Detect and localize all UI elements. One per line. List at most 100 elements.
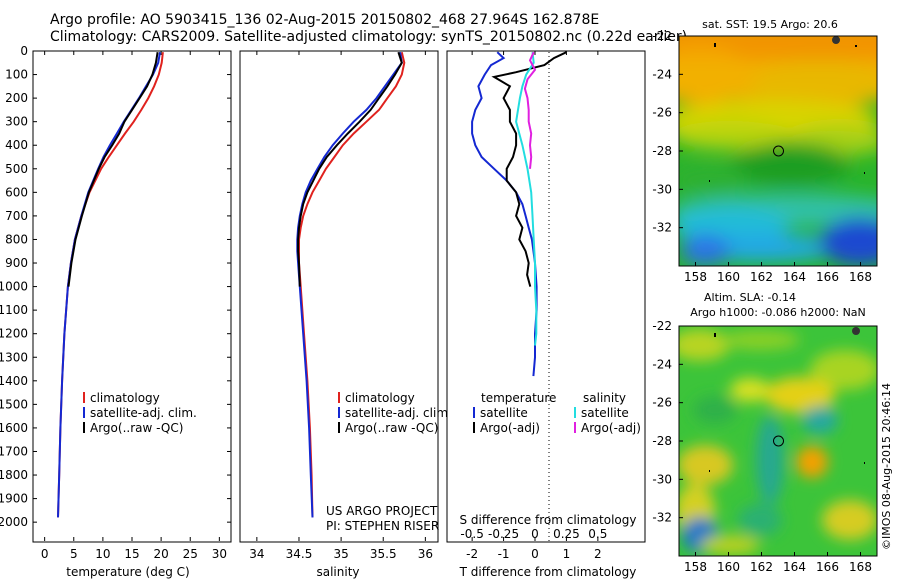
project-annotation: US ARGO PROJECT (326, 504, 438, 518)
header-line2: Climatology: CARS2009. Satellite-adjuste… (50, 29, 688, 45)
s-tick-label: -0.25 (488, 527, 519, 541)
argo-float-marker (773, 145, 784, 157)
x-tick-label: 30 (212, 547, 227, 561)
depth-tick-label: 1000 (0, 280, 28, 294)
lon-tick-label: 166 (816, 270, 839, 284)
difference-panel: -2 -1 0 1 2 -0.5 -0.25 0 0.25 0.5 temperature sal… (446, 50, 646, 579)
depth-tick-label: 100 (5, 68, 28, 82)
pi-annotation: PI: STEPHEN RISER (326, 519, 439, 533)
depth-tick-label: 1400 (0, 374, 28, 388)
lat-tick-label: -26 (652, 396, 672, 410)
legend-label: Argo(..raw -QC) (345, 421, 438, 435)
x-tick-label: 2 (594, 547, 602, 561)
depth-tick-label: 1800 (0, 468, 28, 482)
x-tick-label: 36 (418, 547, 433, 561)
legend-label: satellite (480, 406, 528, 420)
salinity-panel: 34 34.5 35 35.5 36 climatologysatellite-adj.… (239, 50, 452, 579)
temperature-tick-labels: 0 5 10 15 20 25 30 (41, 51, 227, 561)
depth-tick-label: 1900 (0, 492, 28, 506)
legend-label: climatology (90, 391, 160, 405)
depth-tick-label: 2000 (0, 515, 28, 529)
series-line-argo-raw-qc- (67, 52, 159, 287)
x-tick-label: 35 (333, 547, 348, 561)
s-tick-label: -0.5 (460, 527, 483, 541)
depth-tick-labels: 0 100 200 300 400 500 600 700 800 900 1000 1100 1200… (0, 44, 645, 529)
legend-label: satellite-adj. clim. (90, 406, 197, 420)
x-tick-label: 15 (124, 547, 139, 561)
temperature-axes (32, 50, 232, 543)
t-difference-axis-label: T difference from climatology (459, 565, 637, 579)
lat-tick-label: -22 (652, 319, 672, 333)
sla-map: Altim. SLA: -0.14 Argo h1000: -0.086 h20… (652, 291, 878, 574)
s-difference-axis-label: S difference from climatology (460, 513, 637, 527)
difference-legend: temperature salinitysatelliteArgo(-adj)sa… (473, 391, 641, 435)
x-tick-label: 20 (153, 547, 168, 561)
s-tick-label: 0.5 (588, 527, 607, 541)
temperature-panel: 0100200300400500600700800900100011001200… (0, 44, 645, 579)
depth-tick-label: 1600 (0, 421, 28, 435)
depth-tick-label: 400 (5, 138, 28, 152)
legend-label: satellite (581, 406, 629, 420)
series-line-argo-raw-qc- (297, 51, 403, 287)
lon-tick-label: 160 (717, 560, 740, 574)
lat-tick-label: -32 (652, 221, 672, 235)
temperature-axis-label: temperature (deg C) (66, 565, 189, 579)
legend-label: Argo(-adj) (581, 421, 641, 435)
x-tick-label: 5 (70, 547, 78, 561)
legend-label: satellite-adj. clim. (345, 406, 452, 420)
lon-tick-label: 162 (750, 270, 773, 284)
depth-tick-label: 200 (5, 91, 28, 105)
lon-tick-label: 166 (816, 560, 839, 574)
lat-tick-label: -30 (652, 472, 672, 486)
lat-tick-label: -22 (652, 29, 672, 43)
lon-tick-label: 168 (849, 270, 872, 284)
lat-tick-label: -28 (652, 144, 672, 158)
s-tick-label: 0 (531, 527, 539, 541)
x-tick-label: 34.5 (286, 547, 313, 561)
legend-heading-temperature: temperature (481, 391, 556, 405)
diff-line-salinity-satellite (515, 52, 538, 346)
t-difference-tick-labels: -2 -1 0 1 2 (466, 51, 602, 561)
lon-tick-label: 158 (684, 270, 707, 284)
lon-tick-label: 164 (783, 270, 806, 284)
depth-tick-label: 1300 (0, 350, 28, 364)
x-tick-label: -2 (466, 547, 478, 561)
depth-tick-label: 700 (5, 209, 28, 223)
depth-tick-label: 1100 (0, 303, 28, 317)
lon-tick-label: 168 (849, 560, 872, 574)
x-tick-label: 0 (41, 547, 49, 561)
series-line-satellite-adj-clim- (296, 52, 403, 518)
salinity-axis-label: salinity (316, 565, 359, 579)
x-tick-label: 35.5 (370, 547, 397, 561)
x-tick-label: 0 (531, 547, 539, 561)
sst-map-tick-labels: 158 160 162 164 166 168 -22 -24 -26 -28 -30 -32 (652, 29, 872, 284)
depth-tick-label: 300 (5, 115, 28, 129)
x-tick-label: 34 (249, 547, 264, 561)
depth-tick-label: 1200 (0, 327, 28, 341)
diff-line-temperature-satellite (471, 51, 538, 377)
sla-map-tick-labels: 158 160 162 164 166 168 -22 -24 -26 -28 -30 -32 (652, 319, 872, 574)
lat-tick-label: -28 (652, 434, 672, 448)
depth-tick-label: 1500 (0, 397, 28, 411)
legend-label: Argo(..raw -QC) (90, 421, 183, 435)
s-tick-label: 0.25 (553, 527, 580, 541)
lon-tick-label: 164 (783, 560, 806, 574)
s-difference-tick-labels: -0.5 -0.25 0 0.25 0.5 (460, 527, 607, 541)
header-line1: Argo profile: AO 5903415_136 02-Aug-2015… (50, 12, 600, 28)
lat-tick-label: -30 (652, 182, 672, 196)
salinity-profiles (296, 51, 406, 518)
lat-tick-label: -24 (652, 357, 672, 371)
lon-tick-label: 162 (750, 560, 773, 574)
salinity-axes (239, 50, 439, 543)
x-tick-label: -1 (498, 547, 510, 561)
depth-tick-label: 600 (5, 185, 28, 199)
depth-tick-label: 0 (20, 44, 28, 58)
sst-map-title: sat. SST: 19.5 Argo: 20.6 (702, 18, 838, 31)
difference-profiles (471, 51, 567, 377)
salinity-tick-labels: 34 34.5 35 35.5 36 (249, 51, 433, 561)
sla-map-title1: Altim. SLA: -0.14 (704, 291, 796, 304)
legend-label: Argo(-adj) (480, 421, 540, 435)
difference-axes (446, 50, 646, 543)
